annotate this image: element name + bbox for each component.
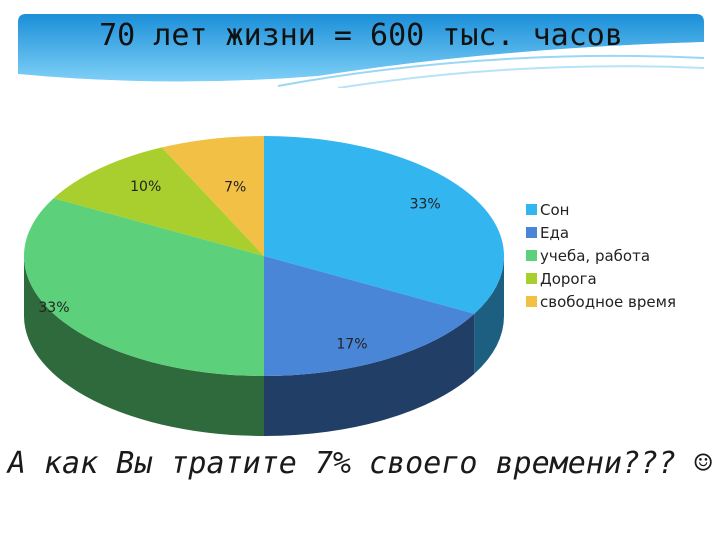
legend-label: учеба, работа (540, 246, 651, 265)
legend-item-еда: Еда (526, 221, 676, 244)
pie-slice-свободное-время (161, 136, 264, 256)
legend-swatch (526, 204, 537, 215)
legend-swatch (526, 250, 537, 261)
pie-side-еда (264, 313, 475, 436)
legend-item-сон: Сон (526, 198, 676, 221)
legend-label: Сон (540, 200, 570, 219)
pie-side-сон (474, 256, 504, 374)
legend: Сон Еда учеба, работа Дорога свободное время (526, 198, 676, 313)
pie-labels: 33% 17% 33% 10% 7% (38, 179, 440, 352)
pie-sides (24, 256, 504, 436)
pie-tops (24, 136, 504, 376)
legend-swatch (526, 227, 537, 238)
legend-swatch (526, 273, 537, 284)
data-label-свободное-время: 7% (224, 180, 246, 196)
legend-item-учеба-работа: учеба, работа (526, 244, 676, 267)
question-text: А как Вы тратите 7% своего времени??? ☺ (7, 446, 713, 481)
pie-slice-сон (264, 136, 504, 314)
legend-swatch (526, 296, 537, 307)
data-label-сон: 33% (410, 196, 441, 212)
legend-label: свободное время (540, 292, 676, 311)
pie-slice-еда (264, 256, 475, 376)
chart-title: 70 лет жизни = 600 тыс. часов (99, 18, 623, 53)
data-label-дорога: 10% (130, 179, 161, 195)
legend-item-дорога: Дорога (526, 267, 676, 290)
pie-slice-дорога (53, 147, 264, 256)
data-label-учеба-работа: 33% (38, 300, 69, 316)
legend-label: Еда (540, 223, 570, 242)
title-banner (18, 14, 704, 88)
pie-slice-учеба-работа (24, 198, 264, 376)
data-label-еда: 17% (336, 336, 367, 352)
legend-label: Дорога (540, 269, 597, 288)
legend-item-свободное-время: свободное время (526, 290, 676, 313)
pie-side-учеба-работа (24, 256, 264, 436)
